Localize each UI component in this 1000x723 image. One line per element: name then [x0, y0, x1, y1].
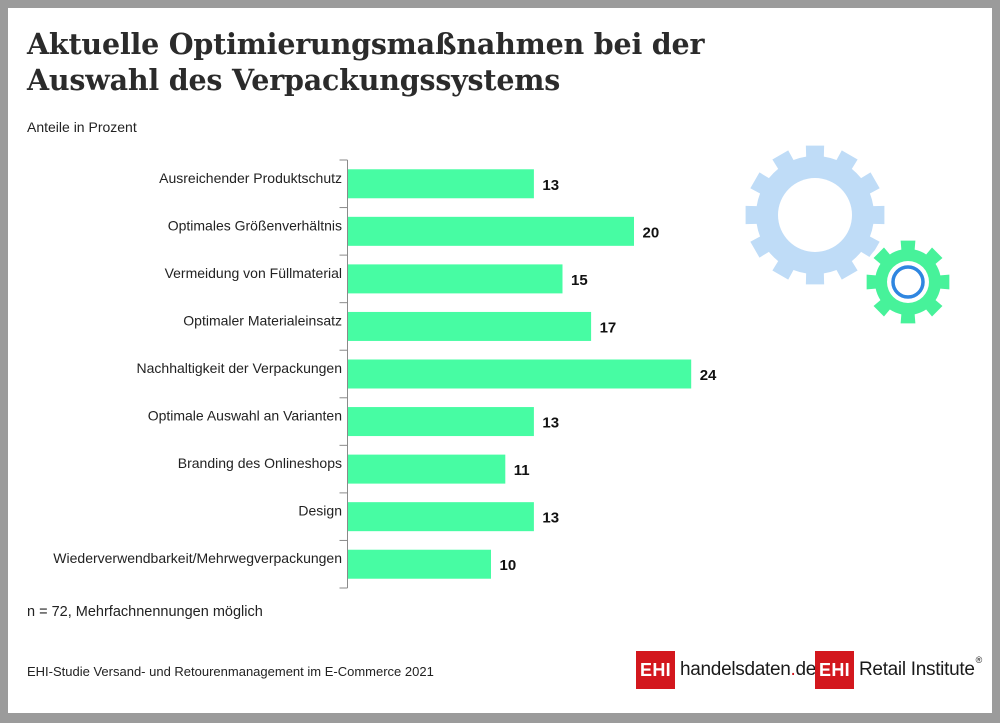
value-label: 13	[542, 415, 559, 432]
value-label: 11	[514, 462, 530, 479]
handelsdaten-text: handelsdaten.de	[680, 659, 816, 681]
bar	[348, 454, 506, 484]
logo-dot: .	[790, 659, 796, 680]
bar	[348, 169, 534, 199]
category-label: Ausreichender Produktschutz	[159, 170, 342, 186]
large-gear-hole	[778, 178, 852, 252]
retail-institute-text: Retail Institute®	[859, 655, 982, 681]
value-label: 10	[500, 557, 517, 574]
value-label: 13	[542, 510, 559, 527]
sample-note: n = 72, Mehrfachnennungen möglich	[27, 604, 263, 620]
category-label: Nachhaltigkeit der Verpackungen	[137, 360, 342, 376]
value-labels: 13 20 15 17 24 13 11 13 10	[500, 177, 718, 574]
chart-subtitle: Anteile in Prozent	[27, 119, 137, 135]
bar	[348, 502, 534, 532]
category-label: Optimales Größenverhältnis	[168, 217, 342, 233]
logo-text-main: Retail Institute	[859, 659, 975, 680]
value-label: 17	[600, 319, 617, 336]
category-label: Branding des Onlineshops	[178, 455, 342, 471]
category-label: Design	[298, 503, 342, 519]
large-gear-icon	[745, 145, 885, 285]
category-labels: Ausreichender Produktschutz Optimales Grö…	[53, 170, 342, 566]
bar	[348, 216, 634, 246]
bar	[348, 264, 563, 294]
value-label: 13	[542, 177, 559, 194]
category-label: Wiederverwendbarkeit/Mehrwegverpackungen	[53, 550, 342, 566]
bar	[348, 549, 491, 579]
source-note: EHI-Studie Versand- und Retourenmanageme…	[27, 664, 434, 679]
ehi-badge: EHI	[815, 651, 854, 689]
value-label: 20	[643, 224, 660, 241]
category-label: Vermeidung von Füllmaterial	[165, 265, 342, 281]
y-axis	[339, 159, 348, 589]
logo-text-main: handelsdaten	[680, 659, 791, 680]
small-gear-ring	[891, 265, 925, 299]
ehi-badge: EHI	[636, 651, 675, 689]
handelsdaten-logo[interactable]: EHI handelsdaten.de	[636, 651, 816, 689]
logo-text-tld: de	[795, 659, 817, 680]
category-label: Optimale Auswahl an Varianten	[148, 408, 342, 424]
bar	[348, 311, 592, 341]
bar	[348, 359, 692, 389]
bar	[348, 407, 534, 437]
ehi-retail-institute-logo[interactable]: EHI Retail Institute®	[815, 651, 982, 689]
value-label: 15	[571, 272, 588, 289]
registered-mark: ®	[975, 655, 983, 665]
title-line-1: Aktuelle Optimierungsmaßnahmen bei der	[27, 27, 705, 61]
title-line-2: Auswahl des Verpackungssystems	[27, 63, 561, 97]
small-gear-icon	[862, 236, 954, 328]
bars	[348, 169, 692, 579]
chart-title: Aktuelle Optimierungsmaßnahmen bei der Au…	[27, 26, 747, 98]
category-label: Optimaler Materialeinsatz	[183, 312, 342, 328]
value-label: 24	[700, 367, 717, 384]
